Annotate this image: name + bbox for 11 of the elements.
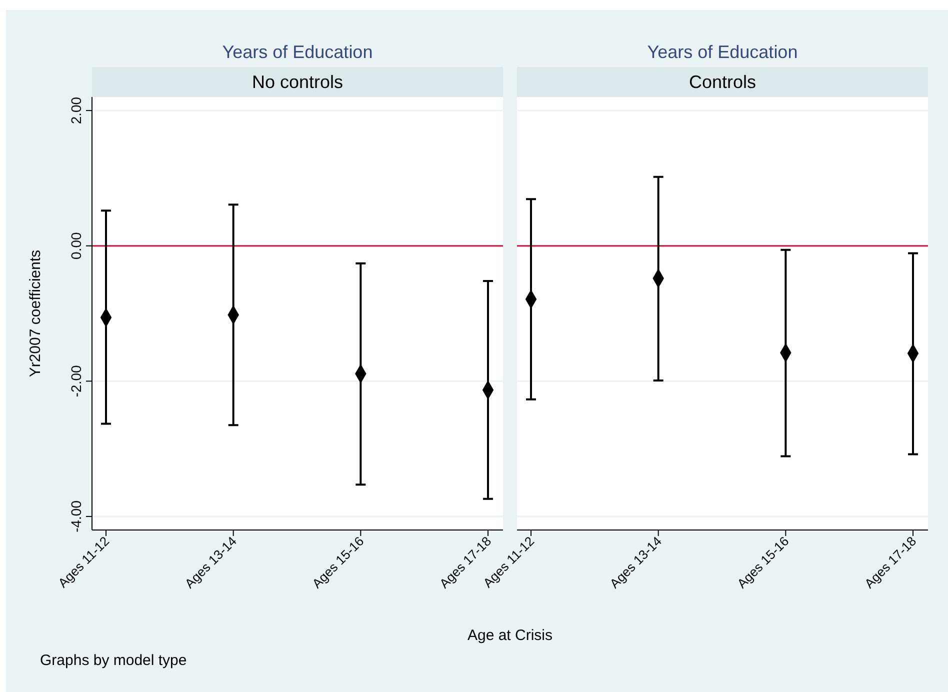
y-tick-label: -2.00 bbox=[68, 364, 84, 398]
text: Graphs by model type bbox=[40, 652, 187, 669]
y-tick-label: 0.00 bbox=[68, 232, 84, 260]
chart-subtitle: Controls bbox=[688, 72, 756, 92]
y-tick-label: 2.00 bbox=[68, 96, 84, 124]
chart-title: Years of Education bbox=[647, 42, 798, 62]
chart-subtitle: No controls bbox=[252, 72, 344, 92]
x-axis-title: Age at Crisis bbox=[467, 627, 553, 644]
y-axis-title: Yr2007 coefficients bbox=[27, 250, 44, 378]
y-tick-label: -4.00 bbox=[68, 500, 84, 532]
chart-title: Years of Education bbox=[222, 42, 373, 62]
